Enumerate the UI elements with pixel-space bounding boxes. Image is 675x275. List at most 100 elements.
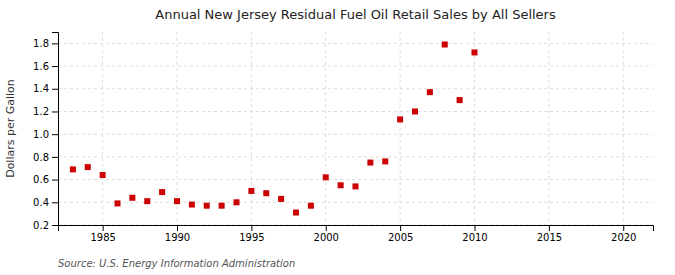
tick-label: 2020 xyxy=(611,232,636,243)
grid xyxy=(58,32,653,225)
tick-mark xyxy=(52,43,58,44)
point xyxy=(397,116,403,122)
point xyxy=(412,108,418,114)
axis-line xyxy=(59,226,654,232)
grid-line-y xyxy=(58,179,653,180)
grid-line-x xyxy=(474,32,475,225)
point xyxy=(248,188,254,194)
point xyxy=(174,198,180,204)
tick-label: 1.4 xyxy=(33,83,49,94)
tick-mark xyxy=(251,225,252,231)
tick: 1.0 xyxy=(33,129,58,140)
point xyxy=(263,190,269,196)
tick: 1.2 xyxy=(33,106,58,117)
point xyxy=(204,203,210,209)
point xyxy=(115,200,121,206)
tick-mark xyxy=(475,225,476,231)
tick-mark xyxy=(52,225,58,226)
tick-label: 1990 xyxy=(165,232,190,243)
tick-mark xyxy=(549,225,550,231)
point xyxy=(472,49,478,55)
tick-label: 0.8 xyxy=(33,152,49,163)
point xyxy=(442,41,448,47)
point xyxy=(382,158,388,164)
tick-mark xyxy=(52,134,58,135)
grid-line-y xyxy=(58,134,653,135)
point xyxy=(100,172,106,178)
chart-svg: 1985 1990 1995 2000 2005 2010 2015 2020 0.2 0.4 0.… xyxy=(0,0,675,275)
tick: 1.4 xyxy=(33,83,58,94)
grid-line-x xyxy=(325,32,326,225)
tick: 2010 xyxy=(462,225,487,243)
tick-mark xyxy=(52,89,58,90)
grid-line-y xyxy=(58,88,653,89)
tick: 0.2 xyxy=(33,220,58,231)
tick-label: 2015 xyxy=(537,232,562,243)
points xyxy=(70,41,478,215)
tick-label: 2005 xyxy=(388,232,413,243)
grid-line-x xyxy=(548,32,549,225)
point xyxy=(338,182,344,188)
tick: 1.8 xyxy=(33,38,58,49)
point xyxy=(293,210,299,216)
tick-label: 0.6 xyxy=(33,174,49,185)
point xyxy=(278,196,284,202)
point xyxy=(367,160,373,166)
plot-area: 1985 1990 1995 2000 2005 2010 2015 2020 0.2 0.4 0.… xyxy=(33,32,653,243)
tick: 1.6 xyxy=(33,61,58,72)
tick-label: 0.2 xyxy=(33,220,49,231)
point xyxy=(457,97,463,103)
grid-line-x xyxy=(177,32,178,225)
tick-mark xyxy=(177,225,178,231)
point xyxy=(219,203,225,209)
tick-label: 1.6 xyxy=(33,61,49,72)
tick: 2005 xyxy=(388,225,413,243)
tick-label: 1.8 xyxy=(33,38,49,49)
tick-mark xyxy=(326,225,327,231)
grid-line-x xyxy=(400,32,401,225)
point xyxy=(427,89,433,95)
annotation: Source: U.S. Energy Information Administ… xyxy=(58,258,295,269)
grid-line-x xyxy=(102,32,103,225)
tick: 2015 xyxy=(537,225,562,243)
tick-label: 0.4 xyxy=(33,197,49,208)
tick: 0.6 xyxy=(33,174,58,185)
point xyxy=(323,174,329,180)
tick-mark xyxy=(52,66,58,67)
tick-mark xyxy=(52,202,58,203)
grid-line-y xyxy=(58,66,653,67)
tick: 1995 xyxy=(239,225,264,243)
tick-mark xyxy=(52,111,58,112)
title: Annual New Jersey Residual Fuel Oil Reta… xyxy=(155,7,556,22)
grid-line-y xyxy=(58,111,653,112)
point xyxy=(144,198,150,204)
tick-label: 1995 xyxy=(239,232,264,243)
point xyxy=(234,199,240,205)
axis-line xyxy=(52,33,59,226)
tick-label: 1985 xyxy=(90,232,115,243)
x-axis: 1985 1990 1995 2000 2005 2010 2015 2020 xyxy=(59,225,654,243)
point xyxy=(189,202,195,208)
tick-label: 1.2 xyxy=(33,106,49,117)
tick: 0.4 xyxy=(33,197,58,208)
point xyxy=(159,189,165,195)
chart-container: 1985 1990 1995 2000 2005 2010 2015 2020 0.2 0.4 0.… xyxy=(0,0,675,275)
point xyxy=(129,195,135,201)
tick-mark xyxy=(400,225,401,231)
tick-mark xyxy=(52,157,58,158)
grid-line-x xyxy=(251,32,252,225)
tick: 1990 xyxy=(165,225,190,243)
tick: 0.8 xyxy=(33,152,58,163)
point xyxy=(353,183,359,189)
grid-line-y xyxy=(58,43,653,44)
point xyxy=(308,203,314,209)
tick-label: 2010 xyxy=(462,232,487,243)
tick-mark xyxy=(623,225,624,231)
tick: 2020 xyxy=(611,225,636,243)
point xyxy=(85,164,91,170)
point xyxy=(70,166,76,172)
tick-label: 1.0 xyxy=(33,129,49,140)
tick: 2000 xyxy=(314,225,339,243)
annotations: Source: U.S. Energy Information Administ… xyxy=(58,258,295,269)
y-axis-label: Dollars per Gallon xyxy=(4,79,17,178)
